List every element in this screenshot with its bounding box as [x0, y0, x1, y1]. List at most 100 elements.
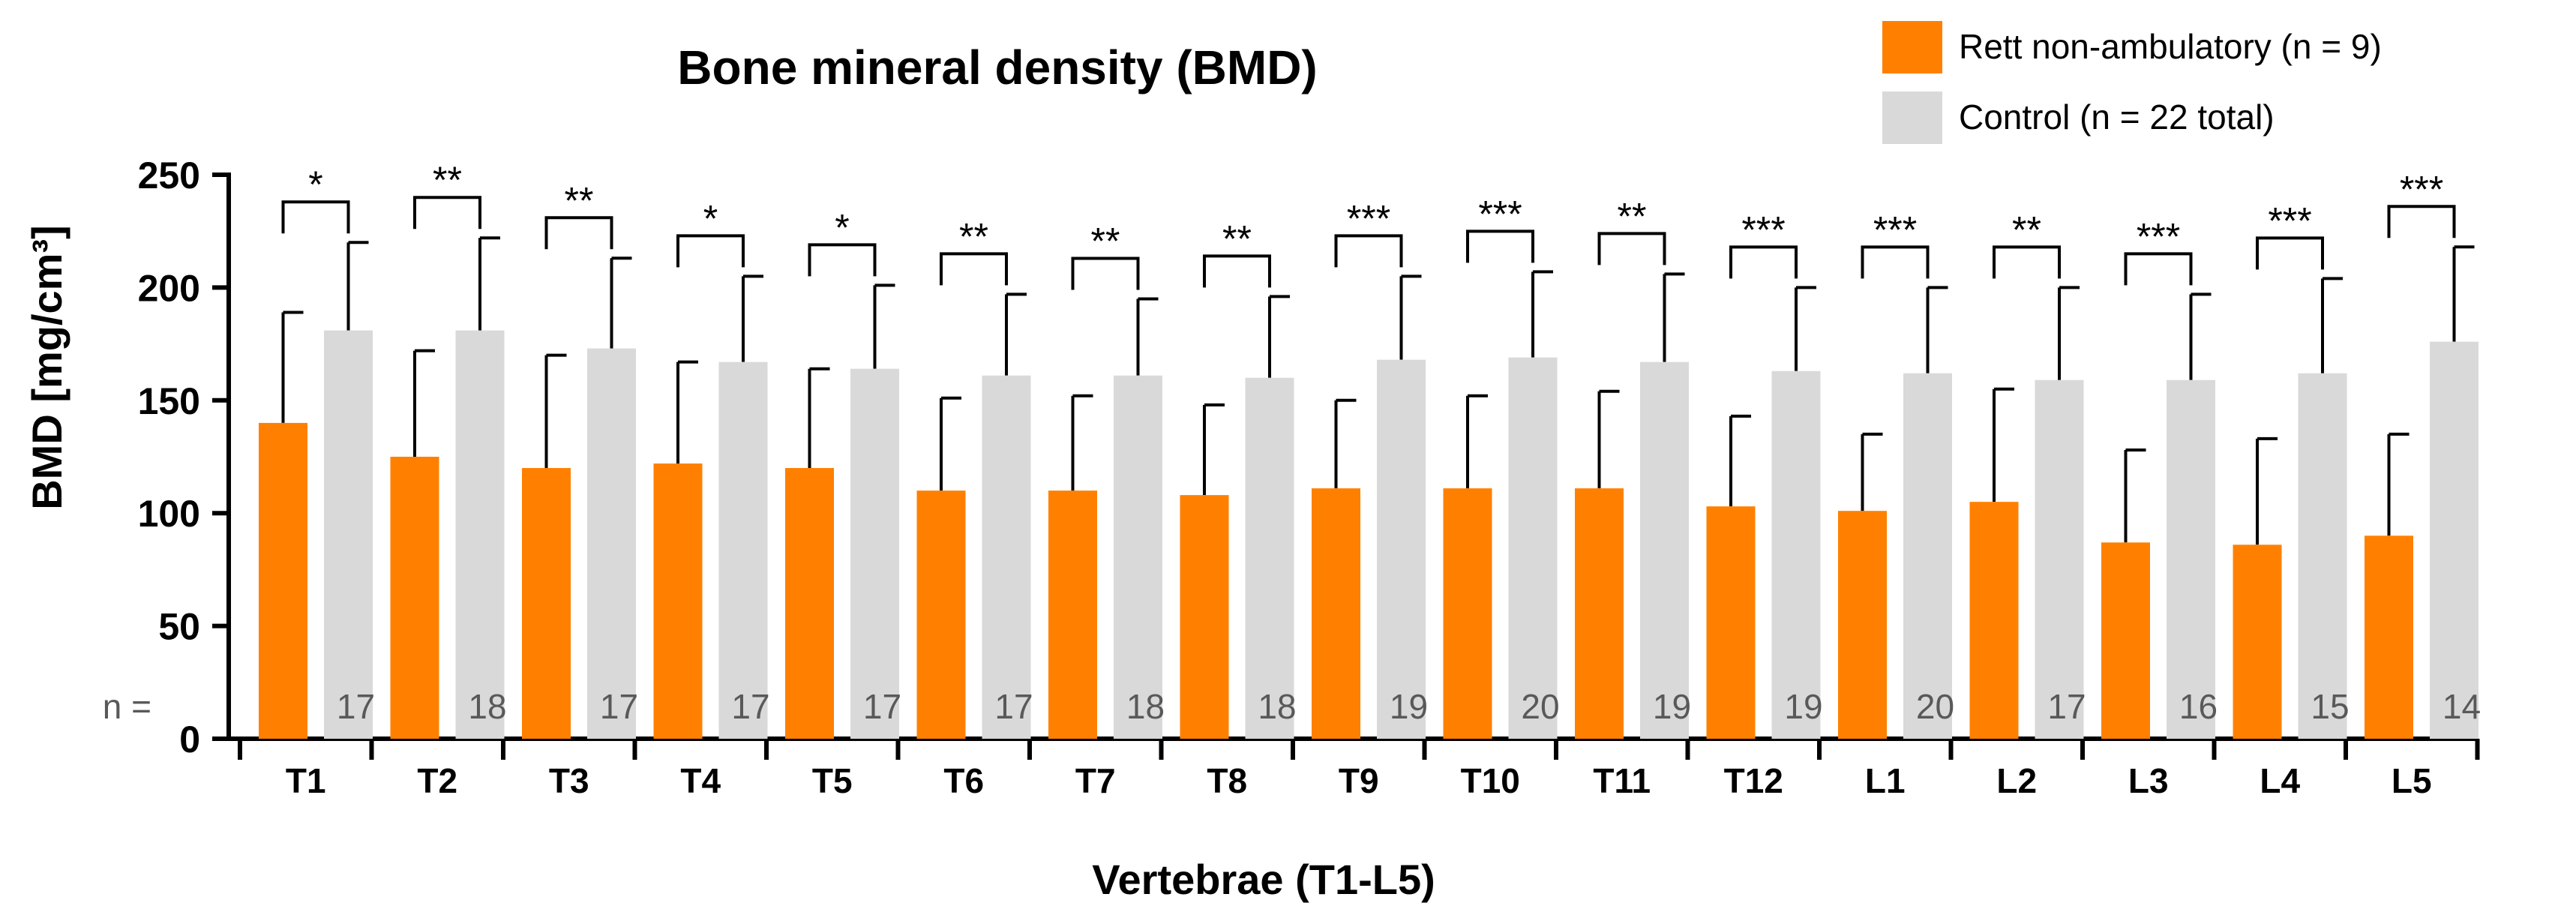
control-n-count: 19	[1390, 687, 1428, 726]
significance-bracket	[676, 234, 745, 268]
x-tick-label: L2	[1996, 761, 2037, 800]
significance-label: **	[433, 159, 462, 201]
x-tick-label: L1	[1865, 761, 1906, 800]
significance-label: ***	[2400, 168, 2443, 210]
significance-bracket	[1466, 230, 1534, 263]
y-tick-label: 0	[179, 718, 200, 760]
significance-bracket	[544, 216, 613, 250]
x-tick-label: T5	[812, 761, 853, 800]
rett-bar	[2365, 536, 2413, 739]
x-tick-label: T12	[1724, 761, 1783, 800]
control-bar	[1508, 357, 1558, 739]
significance-label: **	[1618, 195, 1647, 237]
significance-bracket	[281, 200, 350, 234]
control-bar	[1245, 377, 1294, 739]
control-n-count: 18	[1126, 687, 1165, 726]
significance-label: ***	[1478, 193, 1522, 235]
control-n-count: 17	[994, 687, 1033, 726]
control-n-count: 17	[600, 687, 638, 726]
control-bar	[1114, 375, 1162, 739]
significance-label: **	[1091, 220, 1120, 262]
rett-bar	[1443, 488, 1492, 739]
control-n-count: 17	[2047, 687, 2086, 726]
plot-area: 0 50 100 150 200 250 17 T1 * 18 T2 ** 17 T3 ** 17 T4 * 17 T…	[138, 154, 2482, 800]
control-bar	[718, 362, 768, 739]
control-n-count: 17	[731, 687, 769, 726]
rett-bar	[1969, 502, 2019, 739]
x-tick-label: T3	[549, 761, 589, 800]
control-bar	[1640, 362, 1689, 739]
legend: Rett non-ambulatory (n = 9) Control (n = …	[1882, 21, 2382, 144]
rett-bar	[916, 490, 966, 739]
significance-bracket	[1597, 232, 1666, 266]
significance-label: ***	[2137, 215, 2180, 257]
significance-label: *	[308, 164, 322, 206]
y-axis-label: BMD [mg/cm³]	[23, 225, 70, 510]
x-tick-label: T9	[1339, 761, 1379, 800]
x-tick-label: T6	[943, 761, 984, 800]
chart-title: Bone mineral density (BMD)	[677, 40, 1317, 94]
y-tick-label: 250	[138, 154, 200, 196]
y-tick-label: 100	[138, 493, 200, 535]
legend-label-control: Control (n = 22 total)	[1959, 98, 2275, 136]
significance-label: **	[959, 215, 988, 257]
x-tick-label: L3	[2128, 761, 2169, 800]
control-n-count: 18	[1258, 687, 1296, 726]
x-tick-label: T7	[1075, 761, 1116, 800]
y-tick-label: 200	[138, 267, 200, 309]
rett-bar	[259, 422, 307, 739]
y-tick-label: 50	[158, 606, 200, 648]
control-bar	[455, 330, 505, 739]
x-tick-label: T4	[680, 761, 721, 800]
control-bar	[1903, 373, 1952, 739]
legend-swatch-control	[1882, 92, 1942, 144]
control-bar	[1771, 370, 1821, 739]
control-n-count: 19	[1784, 687, 1822, 726]
control-bar	[587, 348, 636, 740]
x-tick-label: T2	[417, 761, 457, 800]
significance-label: *	[703, 197, 718, 239]
rett-bar	[785, 468, 834, 739]
significance-bracket	[1993, 245, 2061, 279]
x-tick-label: L5	[2392, 761, 2432, 800]
rett-bar	[522, 468, 571, 739]
rett-bar	[1048, 490, 1097, 739]
control-bar	[850, 368, 899, 739]
significance-bracket	[1203, 254, 1271, 288]
control-n-count: 18	[468, 687, 506, 726]
significance-bracket	[2387, 205, 2456, 238]
rett-bar	[1706, 506, 1756, 739]
rett-bar	[2233, 544, 2282, 739]
x-tick-label: T10	[1461, 761, 1520, 800]
control-bar	[2035, 380, 2084, 739]
control-n-count: 16	[2179, 687, 2218, 726]
x-tick-label: L4	[2260, 761, 2300, 800]
significance-label: **	[565, 179, 594, 221]
significance-bracket	[808, 243, 877, 277]
rett-bar	[390, 457, 439, 739]
significance-bracket	[2124, 252, 2193, 286]
control-bar	[2430, 341, 2479, 739]
n-label: n =	[103, 687, 151, 726]
significance-bracket	[1861, 245, 1930, 279]
control-bar	[2167, 380, 2215, 739]
significance-bracket	[2256, 236, 2324, 270]
x-axis-label: Vertebrae (T1-L5)	[1092, 856, 1435, 903]
control-n-count: 15	[2311, 687, 2349, 726]
rett-bar	[1575, 488, 1624, 739]
control-bar	[324, 330, 373, 739]
y-tick-label: 150	[138, 380, 200, 422]
significance-label: *	[835, 206, 849, 248]
control-bar	[982, 375, 1031, 739]
significance-label: **	[1222, 218, 1252, 260]
legend-label-rett: Rett non-ambulatory (n = 9)	[1959, 27, 2382, 66]
control-n-count: 20	[1521, 687, 1559, 726]
control-n-count: 17	[337, 687, 375, 726]
significance-bracket	[1334, 234, 1403, 268]
control-n-count: 20	[1916, 687, 1954, 726]
significance-label: ***	[2268, 200, 2311, 242]
control-bar	[1377, 359, 1426, 739]
rett-bar	[2101, 542, 2150, 739]
control-n-count: 14	[2443, 687, 2481, 726]
